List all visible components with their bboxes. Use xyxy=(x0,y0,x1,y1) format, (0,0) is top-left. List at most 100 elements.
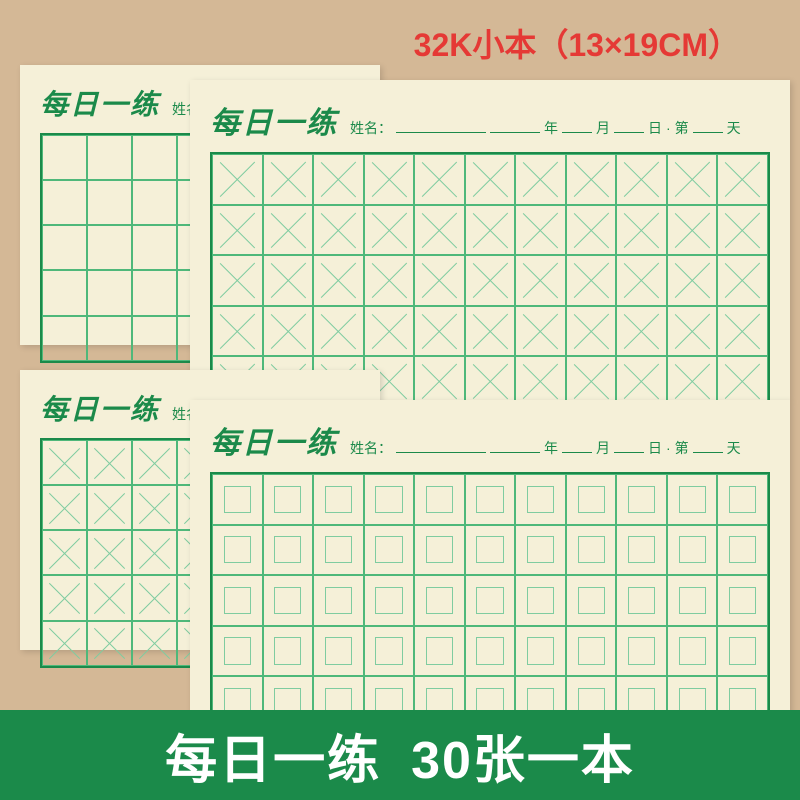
cell xyxy=(667,255,718,306)
cell xyxy=(414,255,465,306)
cell xyxy=(132,575,177,620)
cell xyxy=(515,525,566,576)
size-label: 32K小本（13×19CM） xyxy=(414,20,740,66)
tian-label: 天 xyxy=(727,438,741,458)
cell xyxy=(212,255,263,306)
cell xyxy=(414,474,465,525)
grid-hui xyxy=(210,472,770,729)
cell xyxy=(87,135,132,180)
cell xyxy=(87,440,132,485)
sheet-title: 每日一练 xyxy=(210,98,338,142)
cell xyxy=(263,205,314,256)
cell xyxy=(566,154,617,205)
banner-right: 30张一本 xyxy=(411,718,635,793)
cell xyxy=(616,474,667,525)
cell xyxy=(132,440,177,485)
cell xyxy=(616,306,667,357)
cell xyxy=(263,306,314,357)
cell xyxy=(87,485,132,530)
practice-sheet-xgrid: 每日一练 姓名： 年 月 日 · 第 天 xyxy=(190,80,790,400)
month-blank xyxy=(562,439,592,453)
cell xyxy=(132,270,177,315)
cell xyxy=(364,255,415,306)
cell xyxy=(566,306,617,357)
cell xyxy=(87,575,132,620)
dot: · xyxy=(666,120,671,136)
cell xyxy=(132,316,177,361)
cell xyxy=(465,525,516,576)
sheet-title: 每日一练 xyxy=(210,418,338,462)
cell xyxy=(364,306,415,357)
cell xyxy=(667,525,718,576)
name-blank xyxy=(396,439,486,453)
cell xyxy=(667,575,718,626)
cell xyxy=(263,154,314,205)
cell xyxy=(42,575,87,620)
cell xyxy=(313,205,364,256)
cell xyxy=(212,626,263,677)
day-blank xyxy=(614,119,644,133)
cell xyxy=(212,474,263,525)
cell xyxy=(566,474,617,525)
cell xyxy=(364,154,415,205)
cell xyxy=(465,474,516,525)
cell xyxy=(414,154,465,205)
cell xyxy=(132,135,177,180)
month-label: 月 xyxy=(596,438,610,458)
cell xyxy=(132,225,177,270)
cell xyxy=(212,154,263,205)
cell xyxy=(566,626,617,677)
cell xyxy=(616,154,667,205)
month-blank xyxy=(562,119,592,133)
cell xyxy=(465,575,516,626)
cell xyxy=(42,135,87,180)
cell xyxy=(42,621,87,666)
cell xyxy=(263,575,314,626)
cell xyxy=(313,626,364,677)
cell xyxy=(717,306,768,357)
cell xyxy=(465,255,516,306)
di-label: 第 xyxy=(675,118,689,138)
cell xyxy=(566,255,617,306)
cell xyxy=(87,316,132,361)
cell xyxy=(313,154,364,205)
cell xyxy=(263,255,314,306)
cell xyxy=(364,205,415,256)
cell xyxy=(87,270,132,315)
cell xyxy=(616,205,667,256)
year-label: 年 xyxy=(544,438,558,458)
name-blank xyxy=(396,119,486,133)
cell xyxy=(212,575,263,626)
cell xyxy=(465,626,516,677)
cell xyxy=(717,575,768,626)
cell xyxy=(42,316,87,361)
cell xyxy=(616,626,667,677)
cell xyxy=(616,525,667,576)
cell xyxy=(667,154,718,205)
name-label: 姓名： xyxy=(350,118,392,138)
cell xyxy=(515,154,566,205)
meta-line: 姓名： 年 月 日 · 第 天 xyxy=(350,118,770,138)
cell xyxy=(132,621,177,666)
day-blank xyxy=(614,439,644,453)
cell xyxy=(212,205,263,256)
di-label: 第 xyxy=(675,438,689,458)
sheet-title: 每日一练 xyxy=(40,388,160,428)
cell xyxy=(414,205,465,256)
cell xyxy=(263,626,314,677)
year-blank xyxy=(490,119,540,133)
cell xyxy=(263,525,314,576)
cell xyxy=(364,474,415,525)
day-label: 日 xyxy=(648,438,662,458)
cell xyxy=(42,225,87,270)
cell xyxy=(313,255,364,306)
cell xyxy=(87,621,132,666)
cell xyxy=(414,306,465,357)
cell xyxy=(313,575,364,626)
cell xyxy=(717,474,768,525)
cell xyxy=(132,485,177,530)
cell xyxy=(42,180,87,225)
cell xyxy=(465,154,516,205)
practice-sheet-hui: 每日一练 姓名： 年 月 日 · 第 天 写好中国字 做好中国人 xyxy=(190,400,790,740)
cell xyxy=(42,530,87,575)
